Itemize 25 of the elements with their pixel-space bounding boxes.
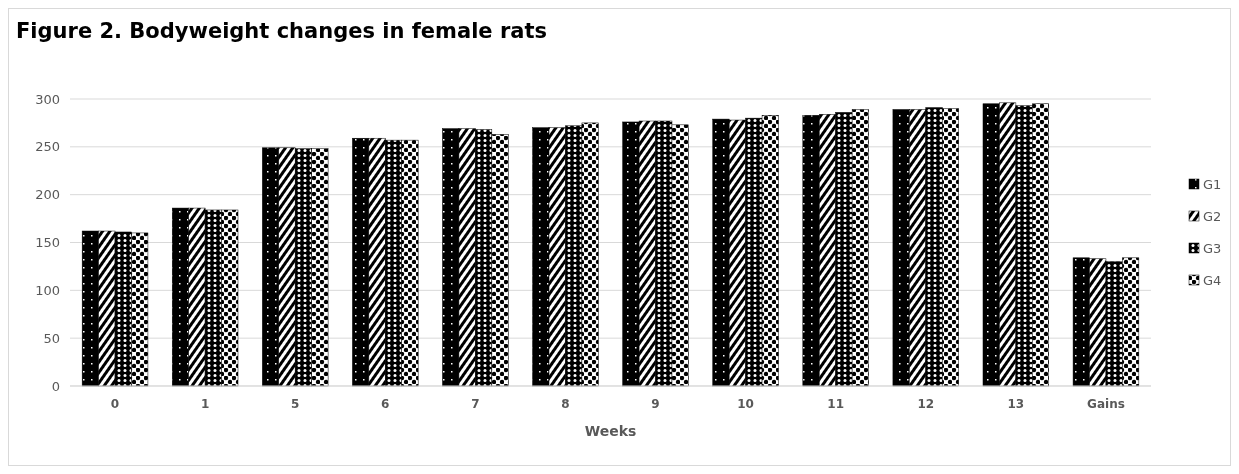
y-tick-label: 150 xyxy=(35,235,60,251)
legend-label: G3 xyxy=(1203,240,1222,256)
y-tick-label: 50 xyxy=(43,330,60,346)
y-tick-label: 200 xyxy=(35,187,60,203)
x-tick-label: 8 xyxy=(561,397,570,411)
x-tick-label: 10 xyxy=(737,397,754,411)
x-tick-label: 11 xyxy=(827,397,845,411)
x-tick-label: 6 xyxy=(381,397,390,411)
x-tick-label: 0 xyxy=(110,397,120,411)
y-tick-label: 250 xyxy=(35,139,60,155)
y-tick-label: 0 xyxy=(51,378,60,394)
x-tick-label: Gains xyxy=(1087,397,1125,411)
y-tick-label: 300 xyxy=(35,91,60,107)
x-tick-label: 13 xyxy=(1007,397,1025,411)
x-axis-title: Weeks xyxy=(584,423,637,439)
legend-label: G2 xyxy=(1203,208,1222,224)
x-tick-label: 9 xyxy=(651,397,660,411)
x-tick-label: 1 xyxy=(200,397,210,411)
legend-label: G1 xyxy=(1203,176,1222,192)
x-tick-label: 7 xyxy=(471,397,480,411)
x-tick-label: 12 xyxy=(917,397,935,411)
legend-label: G4 xyxy=(1203,272,1222,288)
y-tick-label: 100 xyxy=(35,282,60,298)
chart-title: Figure 2. Bodyweight changes in female rats xyxy=(16,19,547,43)
x-tick-label: 5 xyxy=(291,397,300,411)
